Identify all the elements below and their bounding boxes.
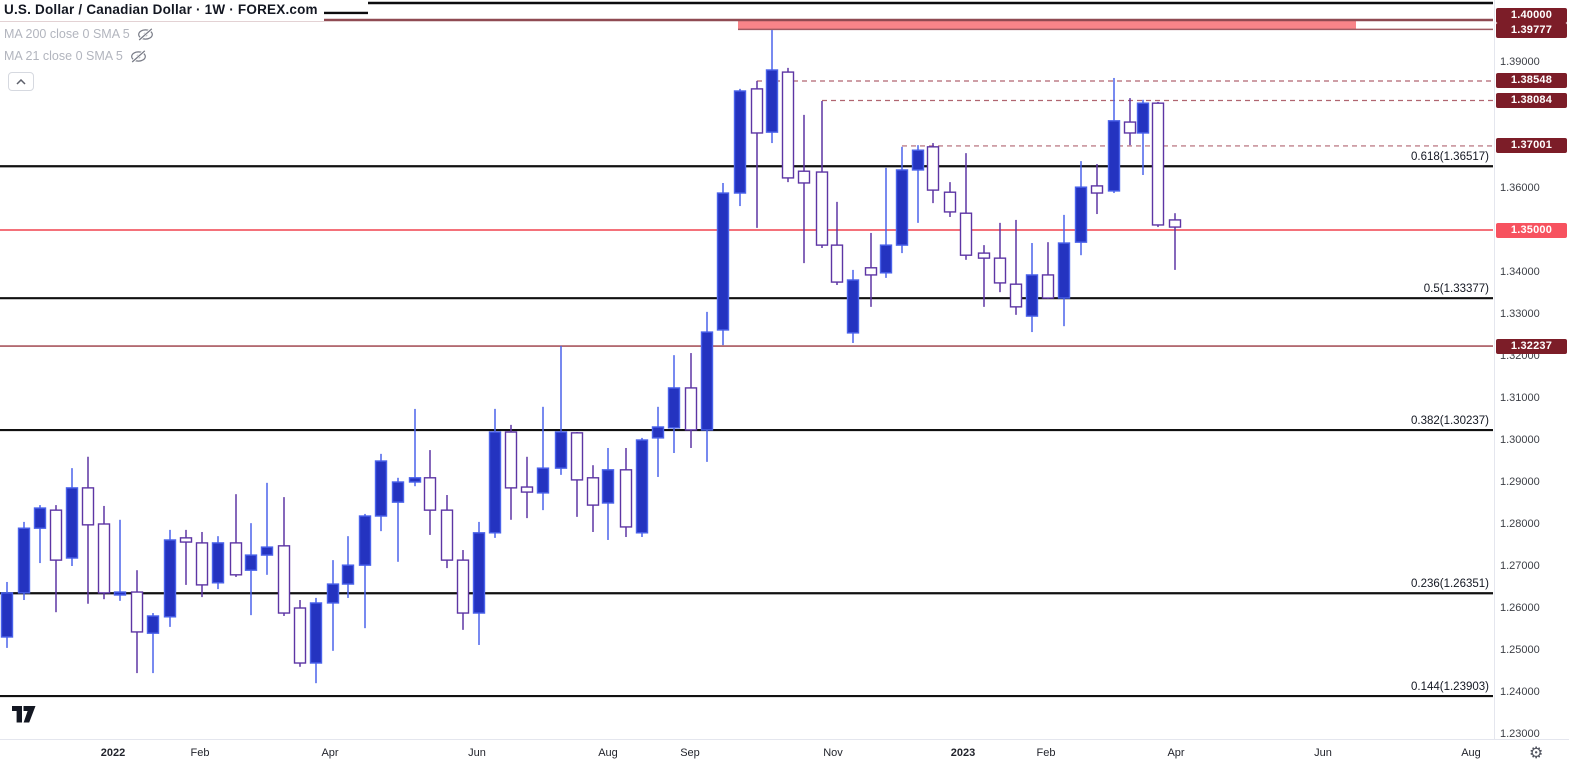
candle-bear: [864, 267, 878, 276]
candle-bear: [440, 509, 454, 561]
candle-bear: [1168, 219, 1182, 228]
candle-bear: [1041, 274, 1055, 299]
candle-bull: [65, 487, 79, 559]
tradingview-logo-icon[interactable]: [12, 706, 36, 723]
indicator-label-ma21: MA 21 close 0 SMA 5: [4, 49, 123, 63]
candle-bear: [926, 146, 940, 191]
candle-bull: [33, 507, 47, 529]
candle-bull: [163, 539, 177, 618]
candle-bull: [211, 542, 225, 584]
candle-bear: [423, 477, 437, 511]
candle-bull: [472, 532, 486, 614]
candle-bear: [293, 607, 307, 664]
indicator-row-ma21[interactable]: MA 21 close 0 SMA 5: [4, 49, 147, 63]
candle-bear: [81, 487, 95, 526]
indicator-label-ma200: MA 200 close 0 SMA 5: [4, 27, 130, 41]
legend-collapse-button[interactable]: [8, 72, 34, 91]
candle-bull: [651, 426, 665, 439]
candle-bull: [309, 602, 323, 664]
candle-bull: [17, 527, 31, 594]
candle-bull: [358, 515, 372, 566]
candle-bear: [815, 171, 829, 246]
candle-bull: [1107, 120, 1121, 192]
candle-bull: [879, 244, 893, 274]
candle-bear: [586, 477, 600, 506]
candle-bear: [456, 559, 470, 614]
candle-bear: [1151, 102, 1165, 226]
candle-bear: [1009, 283, 1023, 308]
candle-bull: [601, 469, 615, 504]
candle-bear: [130, 591, 144, 633]
candle-bear: [797, 170, 811, 184]
candle-bear: [504, 431, 518, 489]
candle-bear: [943, 191, 957, 213]
symbol-legend[interactable]: U.S. Dollar / Canadian Dollar · 1W · FOR…: [0, 0, 324, 21]
candle-bear: [684, 387, 698, 431]
candle-bear: [277, 545, 291, 614]
candle-bear: [49, 509, 63, 561]
candle-bull: [408, 477, 422, 483]
candle-bull: [716, 192, 730, 331]
chevron-up-icon: [16, 78, 26, 85]
indicator-row-ma200[interactable]: MA 200 close 0 SMA 5: [4, 27, 154, 41]
candle-bull: [260, 546, 274, 556]
candle-bull: [765, 69, 779, 133]
candle-bull: [554, 431, 568, 469]
candle-bull: [635, 439, 649, 534]
candle-bull: [488, 431, 502, 534]
eye-slash-icon[interactable]: [137, 27, 154, 41]
candle-bull: [326, 583, 340, 604]
candle-bear: [619, 469, 633, 528]
candle-bear: [195, 542, 209, 586]
candle-bear: [993, 257, 1007, 284]
candle-bull: [536, 467, 550, 494]
candle-bull: [1136, 102, 1150, 134]
candle-bear: [520, 486, 534, 493]
candle-bear: [1123, 121, 1137, 134]
resistance-zone: [738, 21, 1356, 30]
candle-bull: [146, 615, 160, 634]
candle-bull: [1057, 242, 1071, 299]
candle-bull: [374, 460, 388, 517]
candle-bear: [781, 71, 795, 179]
candle-bull: [895, 169, 909, 246]
candle-bull: [244, 554, 258, 571]
gear-icon[interactable]: ⚙: [1529, 743, 1544, 762]
candle-bull: [0, 592, 14, 638]
candle-bull: [846, 279, 860, 334]
candle-bull: [391, 481, 405, 503]
candle-bear: [750, 88, 764, 134]
candle-bull: [911, 149, 925, 171]
candle-bear: [97, 523, 111, 594]
candle-bear: [179, 537, 193, 543]
candle-bear: [570, 432, 584, 481]
candle-bull: [1025, 274, 1039, 317]
candle-bull: [113, 591, 127, 596]
candle-bear: [229, 542, 243, 576]
candle-bull: [341, 564, 355, 585]
candle-bear: [959, 212, 973, 256]
candle-bear: [1090, 185, 1104, 194]
candle-bull: [733, 90, 747, 194]
eye-slash-icon[interactable]: [130, 49, 147, 63]
candle-bull: [1074, 186, 1088, 243]
candle-bull: [700, 331, 714, 431]
candle-bear: [977, 252, 991, 259]
candle-bull: [667, 387, 681, 429]
candle-bear: [830, 244, 844, 283]
page-title: U.S. Dollar / Canadian Dollar · 1W · FOR…: [4, 2, 318, 17]
